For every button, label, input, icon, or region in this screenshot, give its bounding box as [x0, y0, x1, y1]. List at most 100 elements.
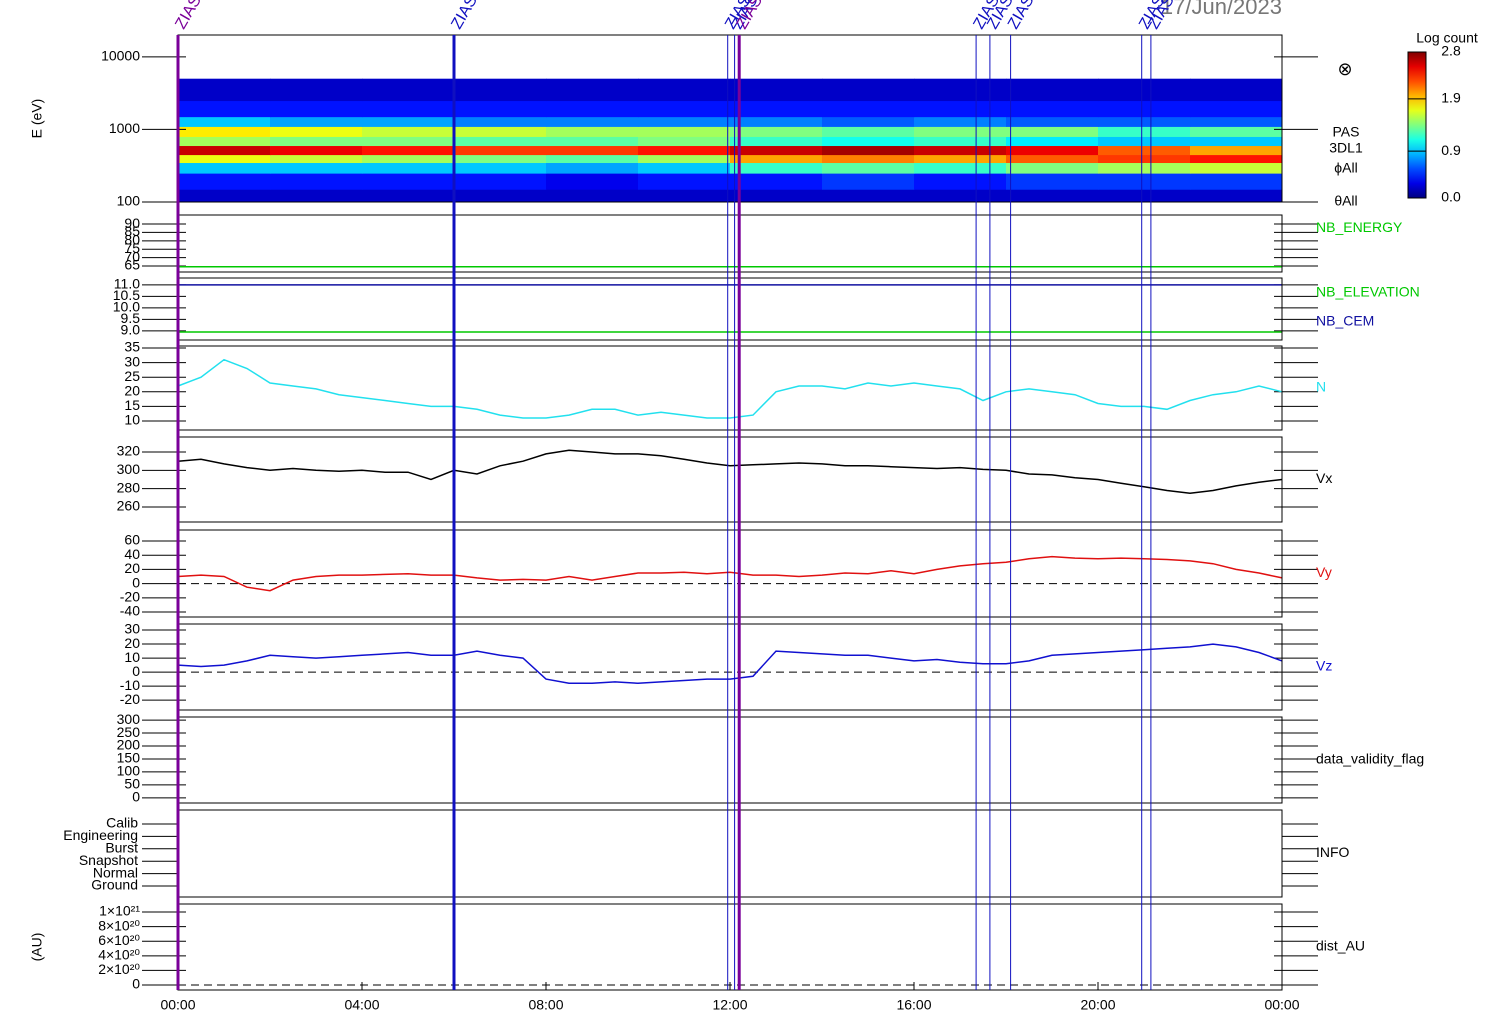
y-tick-label: 100	[117, 763, 141, 779]
heat-cell	[454, 116, 547, 127]
y-tick-label: 200	[117, 737, 141, 753]
y-tick-label: Calib	[106, 815, 138, 831]
heat-cell	[914, 78, 1007, 102]
symbol: ⊗	[1337, 59, 1352, 79]
heat-cell	[638, 154, 731, 164]
colorbar-tick-label: 1.9	[1441, 90, 1461, 106]
y-axis-label: E (eV)	[29, 99, 45, 139]
heat-cell	[1190, 100, 1283, 118]
panel-frame	[177, 277, 1283, 341]
panel-label: 3DL1	[1329, 140, 1363, 156]
heat-cell	[1006, 189, 1099, 203]
heat-cell	[1190, 145, 1283, 156]
heat-cell	[822, 136, 915, 147]
heat-cell	[730, 145, 823, 156]
heat-cell	[1006, 116, 1099, 127]
heat-cell	[638, 116, 731, 127]
y-tick-label: -40	[120, 603, 140, 619]
y-tick-label: Engineering	[63, 827, 138, 843]
y-tick-label: 10.0	[113, 299, 140, 315]
heat-cell	[1098, 162, 1191, 174]
heat-cell	[1190, 126, 1283, 137]
heat-cell	[270, 145, 363, 156]
panel-frame	[177, 903, 1283, 991]
series-label: Vz	[1316, 658, 1332, 674]
heat-cell	[1098, 145, 1191, 156]
y-tick-label: 320	[117, 443, 141, 459]
heat-cell	[1098, 136, 1191, 147]
y-axis-label: (AU)	[29, 933, 45, 962]
heat-cell	[638, 189, 731, 203]
heat-cell	[1098, 173, 1191, 190]
heat-cell	[1006, 136, 1099, 147]
heat-cell	[1098, 189, 1191, 203]
heat-cell	[546, 145, 639, 156]
heat-cell	[730, 100, 823, 118]
y-tick-label: 4×10²⁰	[98, 947, 140, 963]
heat-cell	[270, 136, 363, 147]
y-tick-label: 50	[124, 776, 140, 792]
y-tick-label: 150	[117, 750, 141, 766]
y-tick-label: 0	[132, 976, 140, 992]
heat-cell	[1098, 78, 1191, 102]
heat-cell	[362, 189, 455, 203]
panel-frame	[177, 809, 1283, 898]
y-tick-label: 9.5	[121, 310, 141, 326]
heat-cell	[178, 116, 271, 127]
heat-cell	[914, 100, 1007, 118]
heat-cell	[638, 126, 731, 137]
panel-frame	[177, 623, 1283, 711]
series-label: NB_ENERGY	[1316, 219, 1403, 235]
heat-cell	[1098, 126, 1191, 137]
x-tick-label: 00:00	[1264, 997, 1299, 1013]
heat-cell	[546, 78, 639, 102]
y-tick-label: 20	[124, 635, 140, 651]
heat-cell	[822, 78, 915, 102]
y-tick-label: 90	[124, 215, 140, 231]
y-tick-label: 65	[124, 257, 140, 273]
heat-cell	[1006, 173, 1099, 190]
heat-cell	[546, 116, 639, 127]
y-tick-label: -10	[120, 677, 140, 693]
series-label: Vy	[1316, 564, 1332, 580]
heat-cell	[362, 154, 455, 164]
panel-frame	[177, 436, 1283, 523]
heat-cell	[454, 189, 547, 203]
heat-cell	[730, 136, 823, 147]
heat-cell	[730, 189, 823, 203]
heat-cell	[362, 116, 455, 127]
heat-cell	[454, 173, 547, 190]
heat-cell	[454, 100, 547, 118]
series-label: N	[1316, 379, 1326, 395]
heat-cell	[638, 136, 731, 147]
y-tick-label: 10	[124, 412, 140, 428]
y-tick-label: 260	[117, 498, 141, 514]
heat-cell	[730, 162, 823, 174]
heat-cell	[1190, 162, 1283, 174]
heat-cell	[362, 78, 455, 102]
heat-cell	[914, 189, 1007, 203]
heat-cell	[454, 136, 547, 147]
heat-cell	[178, 136, 271, 147]
y-tick-label: 25	[124, 368, 140, 384]
y-tick-label: 0	[132, 574, 140, 590]
heat-cell	[178, 145, 271, 156]
x-tick-label: 04:00	[344, 997, 379, 1013]
panel-label: ϕAll	[1334, 160, 1357, 176]
y-tick-label: 8×10²⁰	[98, 917, 140, 933]
heat-cell	[638, 145, 731, 156]
heat-cell	[178, 100, 271, 118]
heat-cell	[178, 126, 271, 137]
series-line	[177, 358, 1283, 419]
heat-cell	[638, 173, 731, 190]
panel-frame	[177, 214, 1283, 273]
series-line	[177, 449, 1283, 494]
panel-label: PAS	[1333, 124, 1360, 140]
heat-cell	[822, 173, 915, 190]
heat-cell	[546, 162, 639, 174]
heat-cell	[1098, 116, 1191, 127]
series-label: Vx	[1316, 470, 1332, 486]
heat-cell	[454, 154, 547, 164]
heat-cell	[730, 173, 823, 190]
